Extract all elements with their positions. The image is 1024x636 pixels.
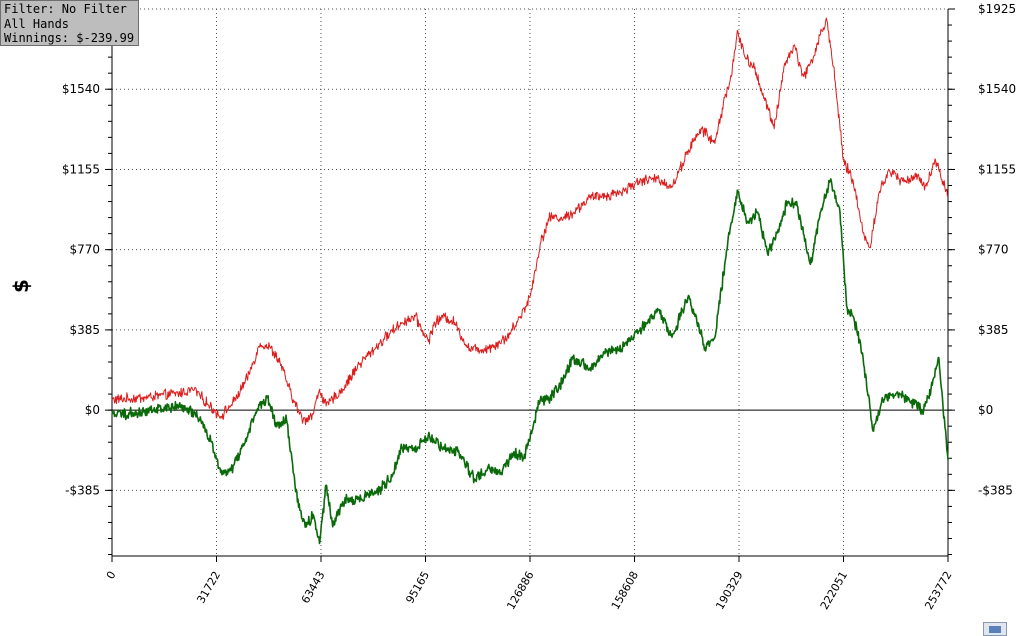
- x-tick-label: 158608: [609, 569, 641, 612]
- x-tick-label: 63443: [299, 569, 328, 606]
- x-tick-label: 222051: [818, 569, 850, 612]
- y-tick-label: $770: [978, 243, 1009, 257]
- y-tick-labels-left: $1540 $1155 $770 $385 $0 -$385: [62, 82, 100, 497]
- y-axis-label: $: [9, 279, 33, 293]
- y-tick-label: $1540: [62, 82, 100, 96]
- y-tick-label: $0: [85, 403, 100, 417]
- y-tick-label: $1540: [978, 82, 1016, 96]
- x-tick-label: 31722: [194, 569, 223, 606]
- window-icon-glyph: [989, 626, 1001, 633]
- grid-lines: [112, 8, 948, 556]
- y-tick-labels-right: $1925 $1540 $1155 $770 $385 $0 -$385: [978, 2, 1016, 497]
- y-tick-label: $1155: [978, 162, 1016, 176]
- plot-background: [112, 9, 948, 556]
- y-tick-label: $0: [978, 403, 993, 417]
- y-tick-label: $385: [978, 323, 1009, 337]
- filter-info-box: Filter: No Filter All Hands Winnings: $-…: [0, 0, 139, 46]
- y-tick-label: $1925: [978, 2, 1016, 16]
- x-tick-label: 126886: [504, 569, 536, 612]
- y-tick-label: -$385: [978, 483, 1013, 497]
- series-line-red: [111, 17, 949, 426]
- y-tick-label: -$385: [65, 483, 100, 497]
- hands-text: All Hands: [4, 16, 70, 31]
- winnings-text: Winnings: $-239.99: [4, 31, 135, 45]
- x-tick-label: 95165: [403, 569, 432, 606]
- y-tick-label: $1155: [62, 162, 100, 176]
- axes: [105, 8, 955, 562]
- window-icon[interactable]: [983, 622, 1007, 636]
- series-lines: [111, 17, 949, 545]
- series-line-green: [111, 178, 949, 545]
- x-tick-label: 190329: [713, 569, 745, 612]
- x-tick-label: 253772: [922, 569, 954, 612]
- x-tick-labels: 0 31722 63443 95165 126886 158608 190329 222051…: [104, 569, 955, 612]
- filter-text: Filter: No Filter: [4, 2, 127, 16]
- y-tick-label: $770: [69, 243, 100, 257]
- y-tick-label: $385: [69, 323, 100, 337]
- x-tick-label: 0: [104, 569, 119, 582]
